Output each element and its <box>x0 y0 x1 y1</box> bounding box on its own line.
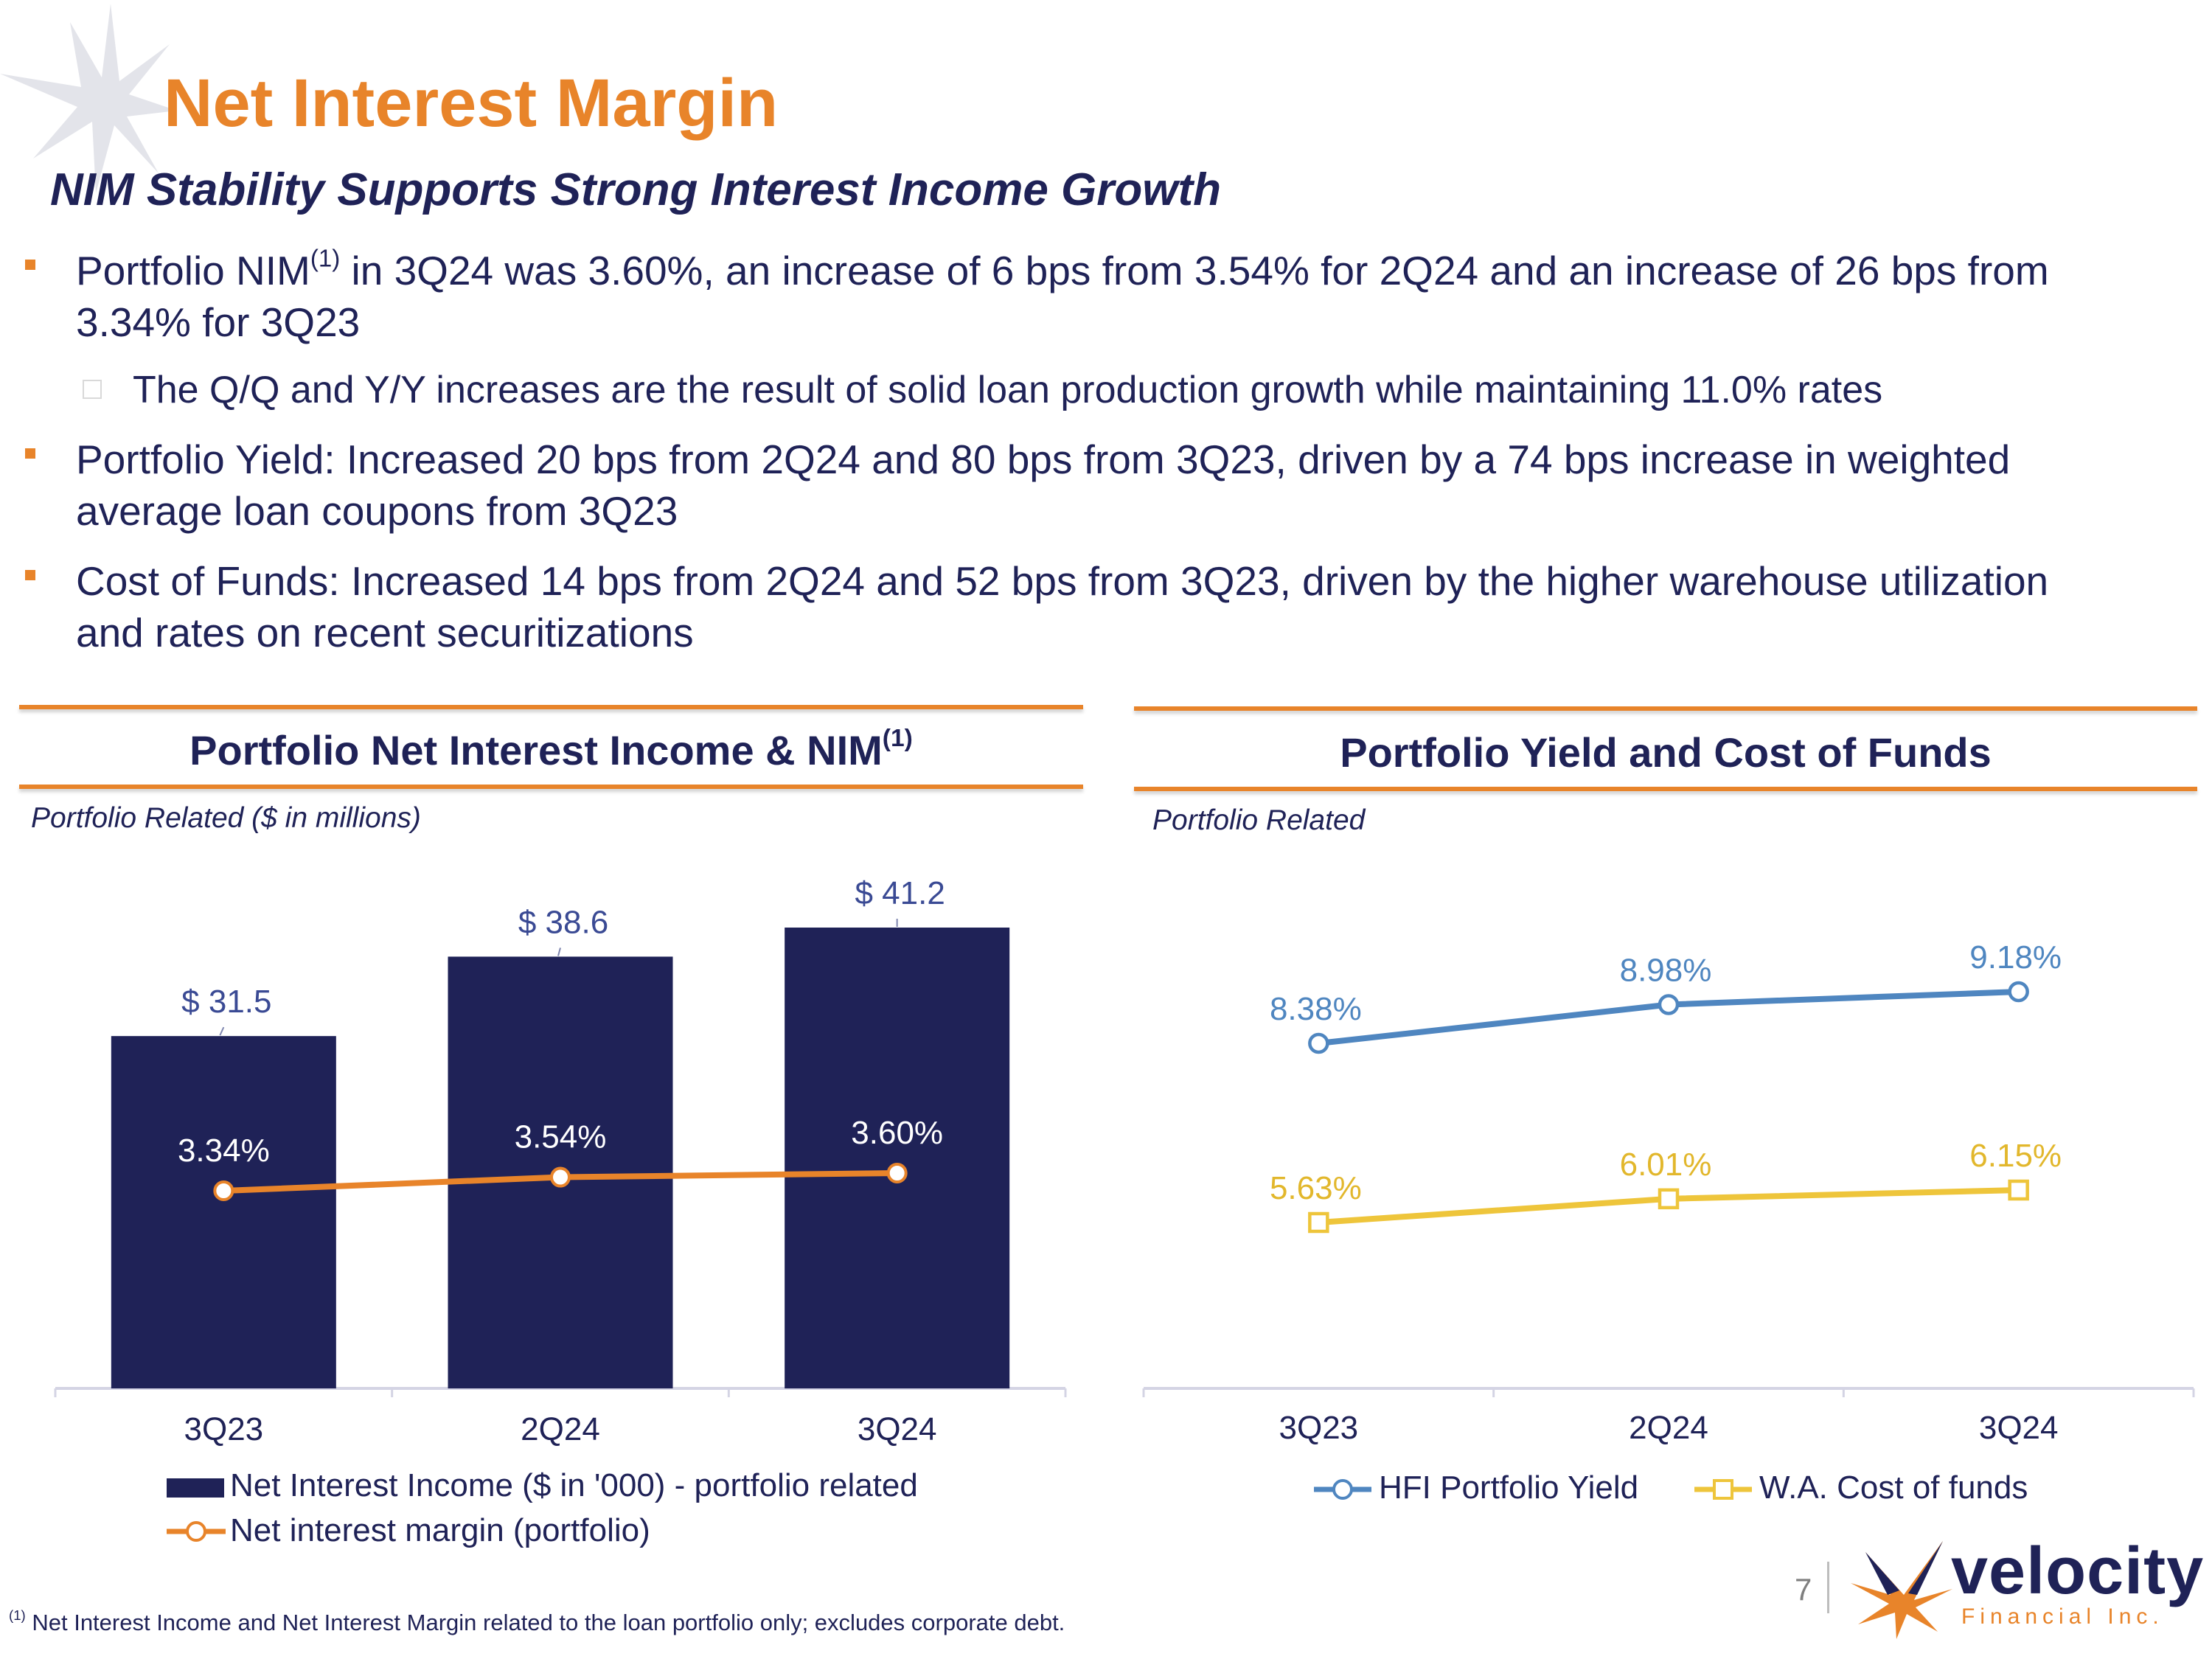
x-tick-label: 2Q24 <box>1629 1410 1708 1446</box>
panel-rule-top-left <box>19 705 1083 709</box>
data-label-nii: $ 38.6 <box>518 904 608 940</box>
data-label-cost: 6.15% <box>1969 1138 2062 1174</box>
point-yield-2Q24 <box>1658 994 1680 1015</box>
data-label-nim: 3.60% <box>851 1115 943 1151</box>
legend-label-nim: Net interest margin (portfolio) <box>230 1512 650 1548</box>
right-panel-title: Portfolio Yield and Cost of Funds <box>1340 729 1992 776</box>
data-label-nim: 3.54% <box>515 1119 607 1155</box>
bullet-marker <box>25 570 35 580</box>
data-label-nim: 3.34% <box>178 1133 270 1169</box>
x-tick-label: 3Q24 <box>1979 1410 2059 1446</box>
x-tick-label: 3Q23 <box>1279 1410 1359 1446</box>
data-label-nii: $ 41.2 <box>855 875 945 911</box>
data-label-yield: 8.98% <box>1620 953 1712 989</box>
data-label-yield: 9.18% <box>1969 939 2062 975</box>
x-tick-label: 2Q24 <box>521 1411 600 1447</box>
panel-rule-bottom-left <box>19 785 1083 789</box>
legend-label-cost: W.A. Cost of funds <box>1759 1470 2028 1506</box>
logo-wordmark: velocity <box>1951 1534 2205 1608</box>
point-cost-2Q24 <box>1658 1188 1680 1210</box>
left-panel-title: Portfolio Net Interest Income & NIM(1) <box>189 724 913 773</box>
x-tick-label: 3Q24 <box>858 1411 937 1447</box>
legend-label-yield: HFI Portfolio Yield <box>1379 1470 1639 1506</box>
page-title: Net Interest Margin <box>164 66 779 141</box>
legend-swatch-nim <box>167 1521 226 1542</box>
point-nim-2Q24 <box>550 1166 571 1188</box>
legend-swatch-yield <box>1314 1479 1371 1500</box>
logo-tagline: Financial Inc. <box>1961 1604 2164 1629</box>
legend-label-nii: Net Interest Income ($ in '000) - portfo… <box>230 1467 918 1503</box>
panel-rule-bottom-right <box>1134 787 2197 791</box>
data-label-yield: 8.38% <box>1270 991 1362 1027</box>
data-label-cost: 5.63% <box>1270 1170 1362 1206</box>
data-label-cost: 6.01% <box>1620 1147 1712 1183</box>
velocity-logo-mark <box>1851 1541 1952 1639</box>
data-label-leader <box>219 1026 225 1036</box>
sub-bullet-marker <box>83 380 102 399</box>
point-cost-3Q23 <box>1308 1211 1329 1234</box>
point-yield-3Q24 <box>2008 981 2029 1003</box>
sub-bullet-nim-reason: The Q/Q and Y/Y increases are the result… <box>133 369 1883 411</box>
point-cost-3Q24 <box>2008 1179 2029 1201</box>
bullet-cost-of-funds: Cost of Funds: Increased 14 bps from 2Q2… <box>76 558 2049 655</box>
page-number: 7 <box>1795 1572 1812 1607</box>
page-subtitle: NIM Stability Supports Strong Interest I… <box>50 164 1221 215</box>
data-label-leader <box>557 947 561 956</box>
panel-rule-top-right <box>1134 706 2197 711</box>
page-divider <box>1827 1562 1829 1613</box>
corner-star-graphic <box>0 4 177 193</box>
bullet-marker <box>25 448 35 459</box>
point-nim-3Q24 <box>886 1163 908 1183</box>
legend-swatch-nii <box>167 1478 224 1498</box>
point-yield-3Q23 <box>1308 1032 1329 1054</box>
bullet-marker <box>25 260 35 270</box>
right-panel-note: Portfolio Related <box>1152 804 1366 836</box>
bar-nii-3Q24 <box>785 928 1010 1388</box>
point-nim-3Q23 <box>213 1180 234 1201</box>
bullet-portfolio-yield: Portfolio Yield: Increased 20 bps from 2… <box>76 437 2011 534</box>
x-tick-label: 3Q23 <box>184 1411 264 1447</box>
yield-cost-chart: 3Q23 2Q24 3Q24 8.38% 8.98% 9.18% 5.63% 6.01% 6.1… <box>1142 939 2195 1446</box>
footnote: (1) Net Interest Income and Net Interest… <box>9 1607 1065 1635</box>
bar-nii-3Q23 <box>111 1036 336 1388</box>
bullet-nim: Portfolio NIM(1) in 3Q24 was 3.60%, an i… <box>76 244 2049 345</box>
left-panel-note: Portfolio Related ($ in millions) <box>31 802 421 834</box>
data-label-nii: $ 31.5 <box>181 984 271 1020</box>
legend-swatch-cost <box>1694 1479 1752 1500</box>
nii-nim-chart: $ 31.5 3Q23 $ 38.6 2Q24 $ 41.2 3Q24 3.34% 3.54%… <box>54 875 1067 1447</box>
